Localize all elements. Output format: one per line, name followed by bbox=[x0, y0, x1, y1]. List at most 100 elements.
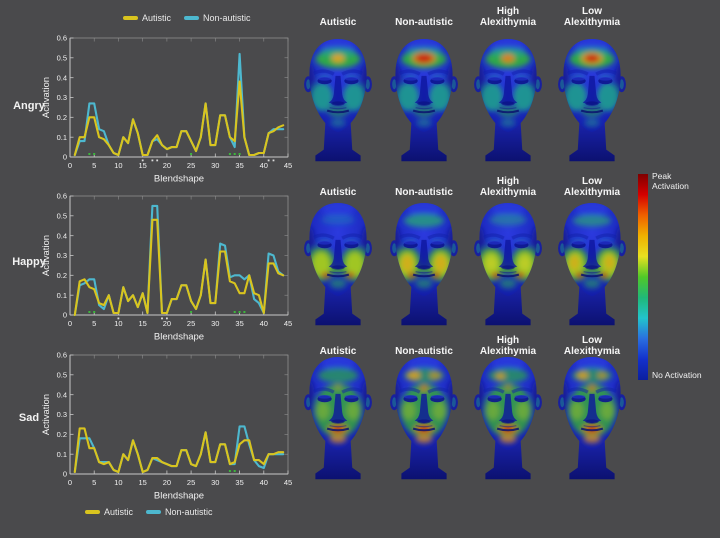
x-tick-label: 10 bbox=[114, 161, 122, 170]
face-angry-0 bbox=[304, 39, 372, 162]
face-happy-3 bbox=[558, 203, 626, 326]
sig-marker-green bbox=[93, 311, 96, 313]
series-autistic bbox=[73, 218, 285, 317]
y-tick-label: 0.3 bbox=[57, 410, 67, 419]
face-happy-2 bbox=[474, 203, 542, 326]
x-tick-label: 25 bbox=[187, 161, 195, 170]
x-tick-label: 0 bbox=[68, 161, 72, 170]
sig-marker-green bbox=[233, 311, 236, 313]
sig-marker-green bbox=[243, 311, 246, 313]
y-tick-label: 0.3 bbox=[57, 251, 67, 260]
sig-marker-white bbox=[161, 317, 163, 320]
x-tick-label: 5 bbox=[92, 161, 96, 170]
y-tick-label: 0 bbox=[63, 311, 67, 320]
y-tick-label: 0.5 bbox=[57, 370, 67, 379]
y-tick-label: 0.2 bbox=[57, 430, 67, 439]
colorbar bbox=[638, 174, 648, 380]
sig-marker-white bbox=[156, 159, 159, 162]
y-tick-label: 0.6 bbox=[57, 351, 67, 360]
y-axis-label: Activation bbox=[41, 77, 52, 118]
plot-box bbox=[69, 195, 289, 316]
face-sad-0 bbox=[304, 357, 372, 480]
series-autistic bbox=[73, 80, 285, 157]
sig-marker-green bbox=[238, 153, 241, 155]
face-column-header: Autistic bbox=[319, 187, 357, 198]
sig-marker-white bbox=[272, 159, 275, 162]
colorbar-no-label: No Activation bbox=[652, 370, 702, 380]
x-tick-label: 0 bbox=[68, 478, 72, 487]
sig-marker-green bbox=[233, 153, 236, 155]
face-happy-0 bbox=[304, 203, 372, 326]
x-tick-label: 45 bbox=[284, 161, 292, 170]
x-axis-label: Blendshape bbox=[154, 491, 204, 502]
chart-sad: 0 5 10 15 20 25 30 35 40 45 0 0.1 0.2 0.3 0.4 0.5 0.6 Ble… bbox=[41, 351, 292, 502]
sig-marker-green bbox=[233, 470, 236, 472]
x-tick-label: 15 bbox=[139, 161, 147, 170]
face-column-header: Non-autistic bbox=[395, 17, 453, 28]
face-column-header: Autistic bbox=[319, 346, 357, 357]
row-label-angry: Angry bbox=[13, 100, 45, 112]
x-axis-label: Blendshape bbox=[154, 174, 204, 185]
x-tick-label: 30 bbox=[211, 161, 219, 170]
y-tick-label: 0.4 bbox=[57, 231, 67, 240]
x-axis-label: Blendshape bbox=[154, 332, 204, 343]
face-sad-3 bbox=[558, 357, 626, 480]
x-tick-label: 10 bbox=[114, 478, 122, 487]
x-tick-label: 20 bbox=[163, 161, 171, 170]
y-axis-label: Activation bbox=[41, 235, 52, 276]
y-tick-label: 0.6 bbox=[57, 34, 67, 43]
sig-marker-green bbox=[238, 311, 241, 313]
chart-angry: 0 5 10 15 20 25 30 35 40 45 0 0.1 0.2 0.3 0.4 0.5 0.6 Ble… bbox=[41, 34, 292, 185]
y-tick-label: 0.2 bbox=[57, 271, 67, 280]
face-sad-2 bbox=[474, 357, 542, 480]
face-column-header: Low Alexithymia bbox=[563, 335, 621, 357]
face-angry-1 bbox=[390, 39, 458, 162]
face-column-header: Low Alexithymia bbox=[563, 6, 621, 28]
y-tick-label: 0.5 bbox=[57, 211, 67, 220]
x-tick-label: 30 bbox=[211, 319, 219, 328]
y-tick-label: 0 bbox=[63, 153, 67, 162]
y-tick-label: 0.4 bbox=[57, 73, 67, 82]
y-tick-label: 0.1 bbox=[57, 450, 67, 459]
x-tick-label: 40 bbox=[260, 161, 268, 170]
sig-marker-green bbox=[228, 153, 231, 155]
x-tick-label: 20 bbox=[163, 478, 171, 487]
series-autistic bbox=[73, 427, 285, 474]
y-tick-label: 0.5 bbox=[57, 53, 67, 62]
x-tick-label: 40 bbox=[260, 478, 268, 487]
legend-swatch-non-autistic bbox=[146, 510, 162, 514]
colorbar-peak-label: Peak Activation bbox=[652, 171, 689, 191]
y-tick-label: 0 bbox=[63, 470, 67, 479]
x-tick-label: 45 bbox=[284, 478, 292, 487]
sig-marker-green bbox=[88, 153, 91, 155]
x-tick-label: 40 bbox=[260, 319, 268, 328]
sig-marker-green bbox=[88, 311, 91, 313]
sig-marker-white bbox=[117, 317, 120, 320]
x-tick-label: 0 bbox=[68, 319, 72, 328]
x-tick-label: 15 bbox=[139, 478, 147, 487]
face-angry-2 bbox=[474, 39, 542, 162]
sig-marker-green bbox=[228, 470, 231, 472]
legend-swatch-autistic bbox=[123, 16, 138, 20]
x-tick-label: 35 bbox=[235, 319, 243, 328]
sig-marker-green bbox=[190, 153, 193, 155]
sig-marker-white bbox=[151, 159, 154, 162]
legend-label-non-autistic: Non-autistic bbox=[165, 507, 213, 517]
legend-bottom: Autistic Non-autistic bbox=[85, 507, 213, 517]
face-column-header: Autistic bbox=[319, 17, 357, 28]
row-label-happy: Happy bbox=[12, 256, 46, 268]
x-tick-label: 5 bbox=[92, 478, 96, 487]
face-column-header: High Alexithymia bbox=[479, 6, 537, 28]
y-tick-label: 0.3 bbox=[57, 93, 67, 102]
x-tick-label: 35 bbox=[235, 478, 243, 487]
legend-label-autistic: Autistic bbox=[142, 13, 172, 23]
legend-swatch-non-autistic bbox=[184, 16, 200, 20]
legend-label-non-autistic: Non-autistic bbox=[203, 13, 251, 23]
x-tick-label: 5 bbox=[92, 319, 96, 328]
x-tick-label: 15 bbox=[139, 319, 147, 328]
sig-marker-green bbox=[93, 153, 96, 155]
face-sad-1 bbox=[390, 357, 458, 480]
legend-label-autistic: Autistic bbox=[104, 507, 134, 517]
face-column-header: Low Alexithymia bbox=[563, 176, 621, 198]
